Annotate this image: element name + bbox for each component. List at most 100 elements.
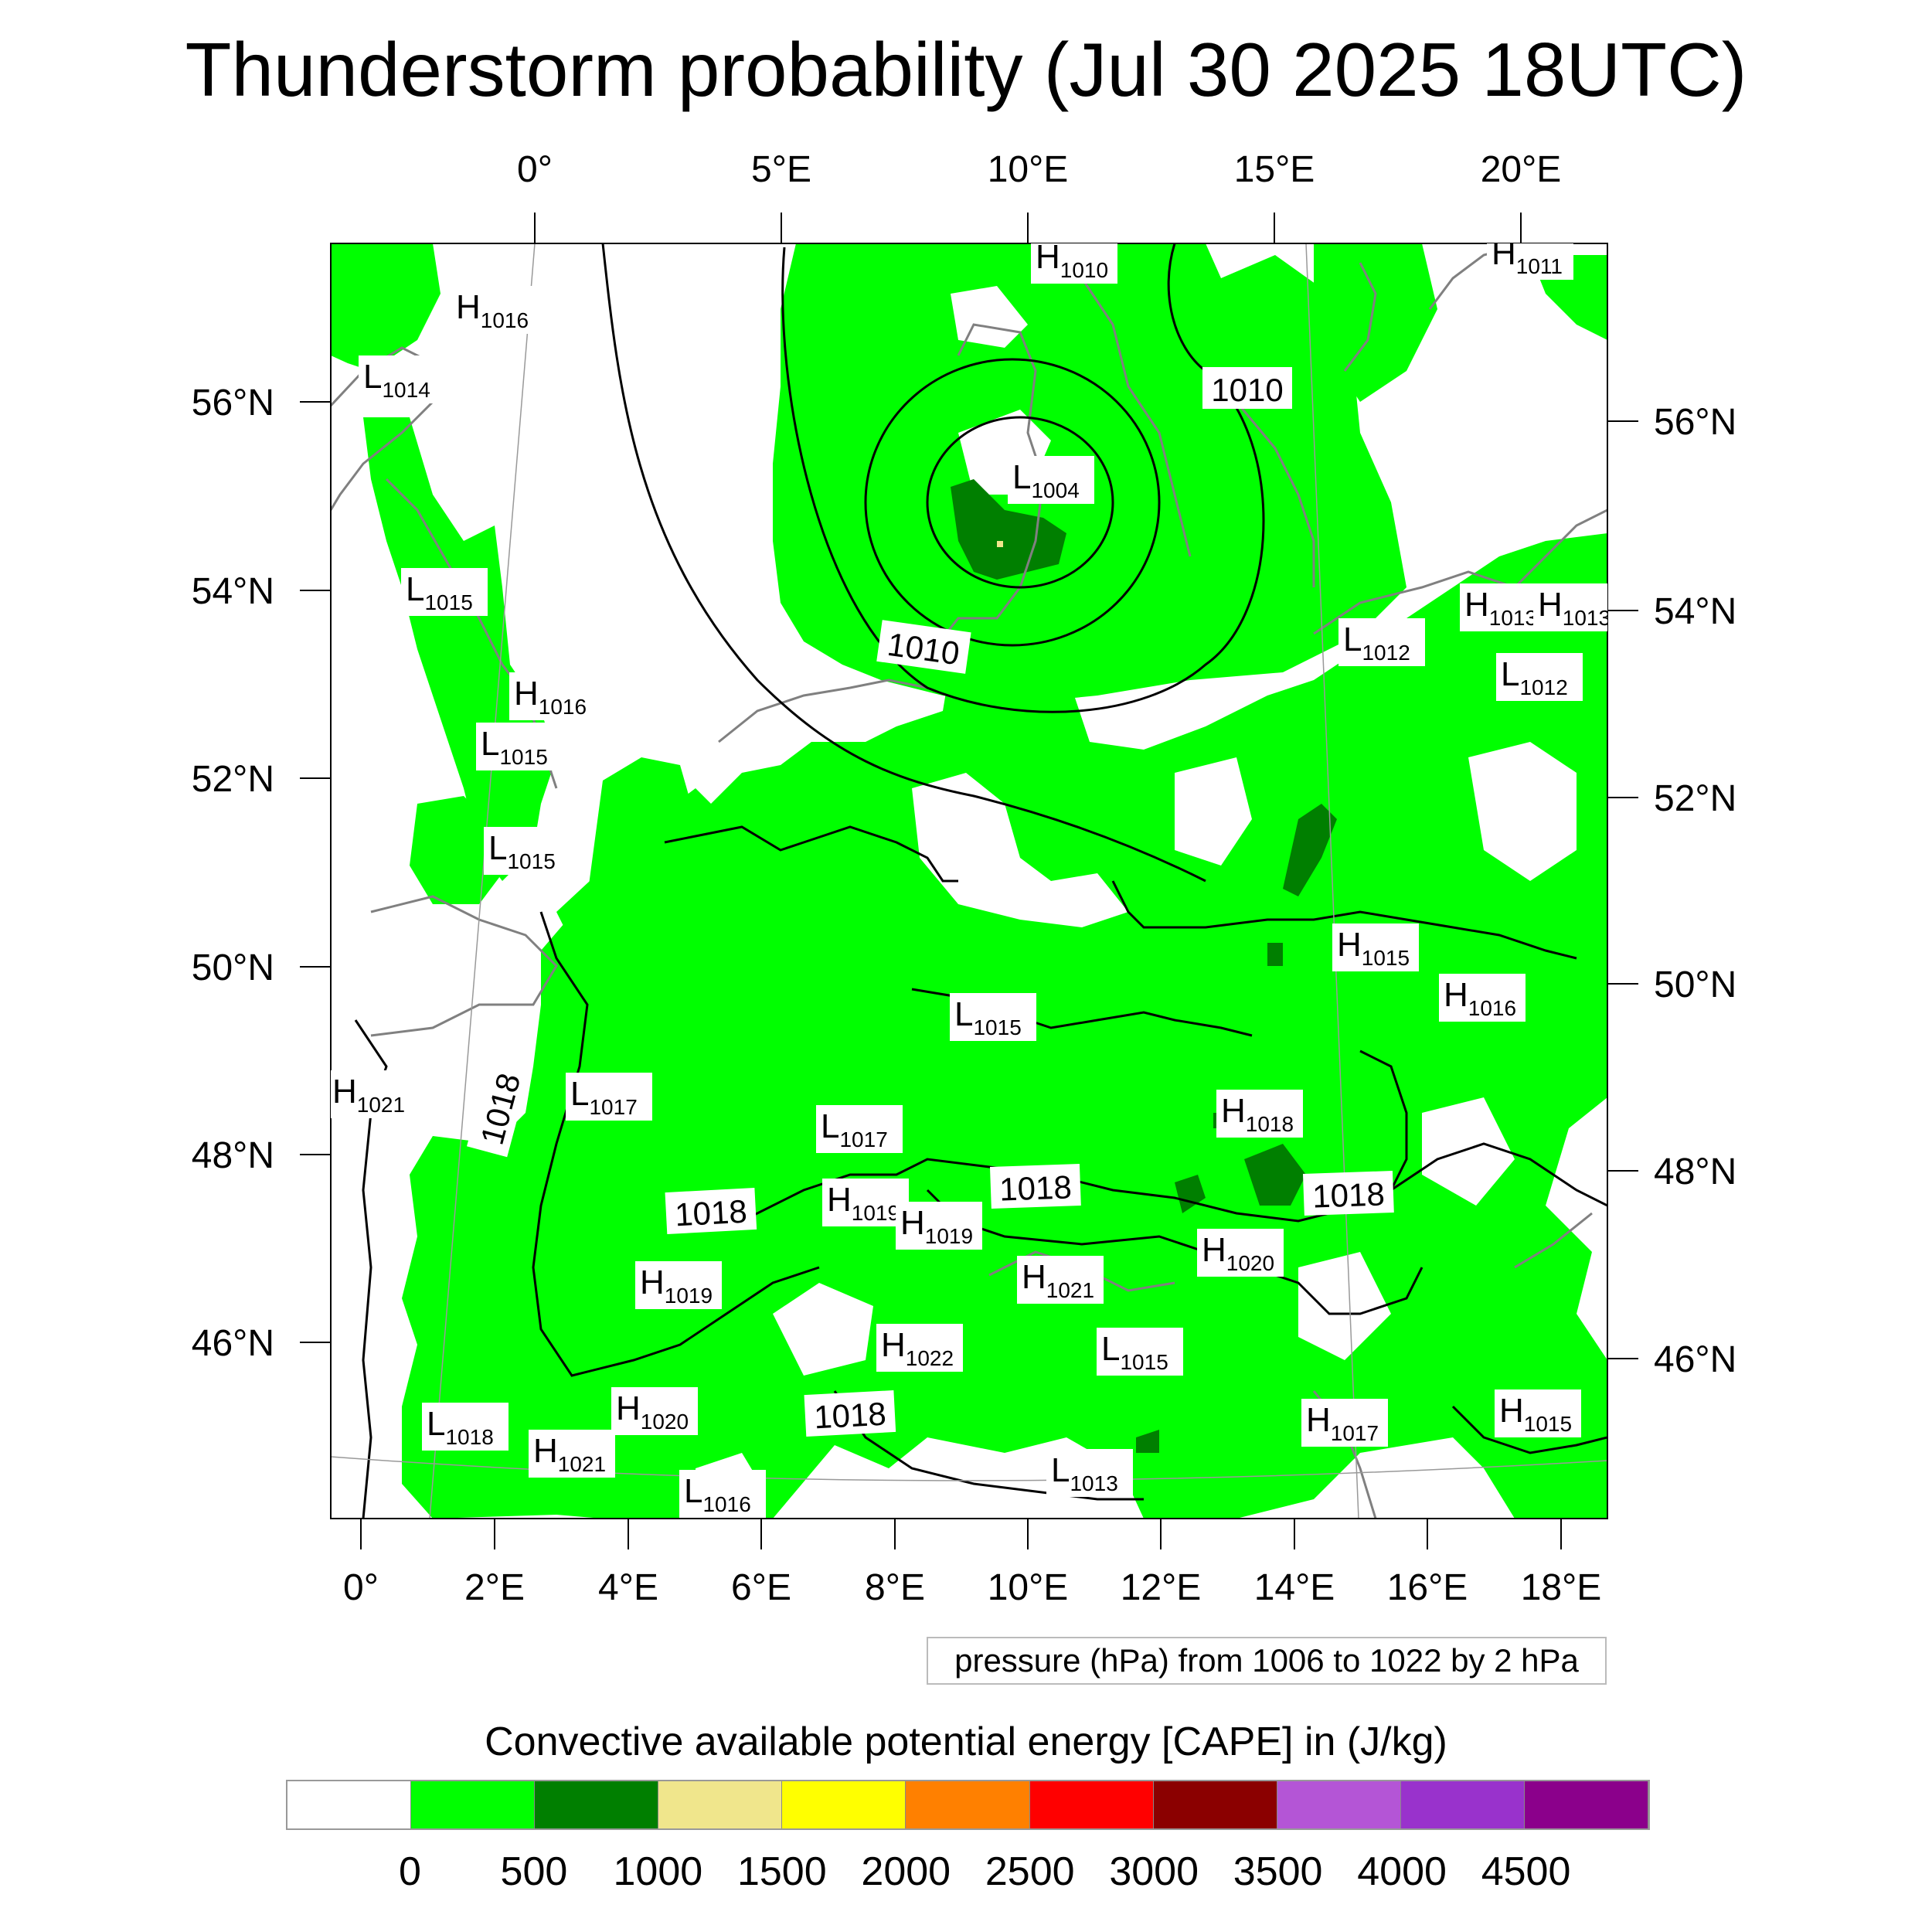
svg-text:1018: 1018: [813, 1396, 887, 1436]
high-pressure-label: H1019: [822, 1179, 909, 1226]
graticule: [331, 243, 1607, 1519]
colorbar-tick-label: 0: [398, 1849, 421, 1894]
high-pressure-label: H1016: [451, 286, 538, 334]
colorbar-tick-label: 2000: [861, 1849, 951, 1894]
lon-label-top: 15°E: [1234, 149, 1315, 190]
isobar-label: 1010: [1202, 367, 1292, 409]
low-pressure-label: L1015: [484, 827, 570, 875]
lon-label-top: 20°E: [1481, 149, 1562, 190]
lon-label-bottom: 14°E: [1254, 1567, 1335, 1608]
svg-text:H1020: H1020: [616, 1389, 689, 1434]
svg-text:L1015: L1015: [406, 570, 473, 614]
high-pressure-label: H1020: [611, 1387, 698, 1435]
high-pressure-label: H1013: [1533, 583, 1607, 631]
isobar-label: 1018: [804, 1390, 896, 1437]
pressure-contour-note: pressure (hPa) from 1006 to 1022 by 2 hP…: [927, 1637, 1607, 1685]
svg-text:L1017: L1017: [821, 1107, 888, 1151]
colorbar-tick-label: 2500: [985, 1849, 1075, 1894]
svg-text:H1019: H1019: [827, 1181, 900, 1225]
colorbar-swatch: [535, 1781, 659, 1828]
colorbar-tick-labels: 0 500 1000 1500 2000 2500 3000 3500 4000 4500: [0, 1847, 1932, 1901]
high-pressure-label: H1013: [1460, 583, 1546, 631]
high-pressure-label: H1021: [529, 1430, 615, 1478]
low-pressure-label: L1012: [1338, 618, 1425, 666]
lat-label-left: 48°N: [192, 1135, 274, 1176]
colorbar-tick-label: 1500: [736, 1849, 827, 1894]
svg-text:H1019: H1019: [640, 1264, 713, 1308]
lat-label-left: 50°N: [192, 947, 274, 988]
svg-text:1010: 1010: [1211, 372, 1283, 408]
colorbar-swatch: [658, 1781, 783, 1828]
low-pressure-label: L1014: [359, 355, 445, 403]
low-pressure-label: L1015: [1097, 1328, 1183, 1376]
svg-text:H1022: H1022: [881, 1326, 954, 1370]
colorbar-tick-label: 3500: [1233, 1849, 1323, 1894]
lat-label-right: 54°N: [1654, 591, 1736, 632]
lon-label-top: 5°E: [751, 149, 811, 190]
isobar-label: 1018: [1302, 1170, 1394, 1216]
low-pressure-label: L1012: [1496, 653, 1583, 701]
lon-label-bottom: 8°E: [865, 1567, 925, 1608]
high-pressure-label: H1022: [876, 1324, 963, 1372]
svg-text:H1017: H1017: [1306, 1401, 1379, 1445]
isobar-label: 1010: [876, 620, 971, 674]
svg-text:H1019: H1019: [900, 1204, 973, 1248]
svg-text:L1004: L1004: [1012, 458, 1080, 502]
svg-text:L1017: L1017: [570, 1075, 638, 1119]
colorbar-title: Convective available potential energy [C…: [485, 1719, 1447, 1764]
isobar-label: 1018: [665, 1188, 757, 1235]
pressure-center-labels: H1010 H1011 H1016 L1014 L1004 L1015 H1016 L1015…: [331, 243, 1607, 1518]
colorbar-swatch: [1277, 1781, 1401, 1828]
low-pressure-label: L1017: [566, 1073, 652, 1121]
colorbar-tick-label: 500: [500, 1849, 568, 1894]
low-pressure-label: L1004: [1008, 456, 1094, 504]
low-pressure-label: L1018: [422, 1403, 509, 1451]
low-pressure-label: L1015: [476, 723, 563, 770]
cape-colorbar: [286, 1780, 1650, 1830]
lat-label-right: 50°N: [1654, 964, 1736, 1005]
colorbar-swatch: [906, 1781, 1030, 1828]
colorbar-swatch: [287, 1781, 412, 1828]
lon-label-bottom: 2°E: [464, 1567, 525, 1608]
high-pressure-label: H1015: [1495, 1389, 1581, 1437]
colorbar-swatch: [1400, 1781, 1525, 1828]
right-latitude-labels: 56°N 54°N 52°N 50°N 48°N 46°N: [1654, 402, 1736, 1380]
svg-text:1018: 1018: [998, 1168, 1072, 1207]
svg-text:L1015: L1015: [488, 829, 556, 873]
lon-label-bottom: 18°E: [1521, 1567, 1602, 1608]
lat-label-right: 52°N: [1654, 778, 1736, 819]
lat-label-right: 46°N: [1654, 1339, 1736, 1380]
low-pressure-label: L1017: [816, 1105, 903, 1153]
left-latitude-labels: 56°N 54°N 52°N 50°N 48°N 46°N: [192, 383, 274, 1364]
svg-text:L1012: L1012: [1343, 621, 1410, 665]
svg-text:1018: 1018: [674, 1193, 748, 1233]
high-pressure-label: H1010: [1031, 243, 1117, 284]
lon-label-top: 10°E: [988, 149, 1069, 190]
colorbar-tick-label: 3000: [1109, 1849, 1199, 1894]
lon-label-bottom: 12°E: [1121, 1567, 1202, 1608]
colorbar-swatch: [1029, 1781, 1154, 1828]
bottom-longitude-labels: 0° 2°E 4°E 6°E 8°E 10°E 12°E 14°E 16°E 1…: [343, 1567, 1601, 1608]
tick-marks: [300, 213, 1638, 1549]
page-title: Thunderstorm probability (Jul 30 2025 18…: [185, 27, 1747, 112]
colorbar-tick-label: 4500: [1481, 1849, 1571, 1894]
svg-text:1018: 1018: [1311, 1175, 1385, 1214]
svg-text:L1014: L1014: [363, 358, 430, 402]
lon-label-bottom: 16°E: [1387, 1567, 1468, 1608]
colorbar-swatch: [411, 1781, 536, 1828]
low-pressure-label: L1013: [1046, 1449, 1133, 1497]
isobar-label: 1018: [989, 1163, 1081, 1209]
lat-label-right: 56°N: [1654, 402, 1736, 443]
svg-text:H1021: H1021: [1022, 1258, 1094, 1302]
high-pressure-label: H1021: [331, 1070, 414, 1118]
lon-label-top: 0°: [517, 149, 553, 190]
lat-label-left: 46°N: [192, 1323, 274, 1364]
svg-text:H1016: H1016: [514, 675, 587, 719]
colorbar-swatch: [782, 1781, 906, 1828]
svg-text:L1015: L1015: [481, 725, 548, 769]
high-pressure-label: H1016: [509, 672, 596, 720]
lon-label-bottom: 4°E: [598, 1567, 658, 1608]
lon-label-bottom: 6°E: [731, 1567, 791, 1608]
